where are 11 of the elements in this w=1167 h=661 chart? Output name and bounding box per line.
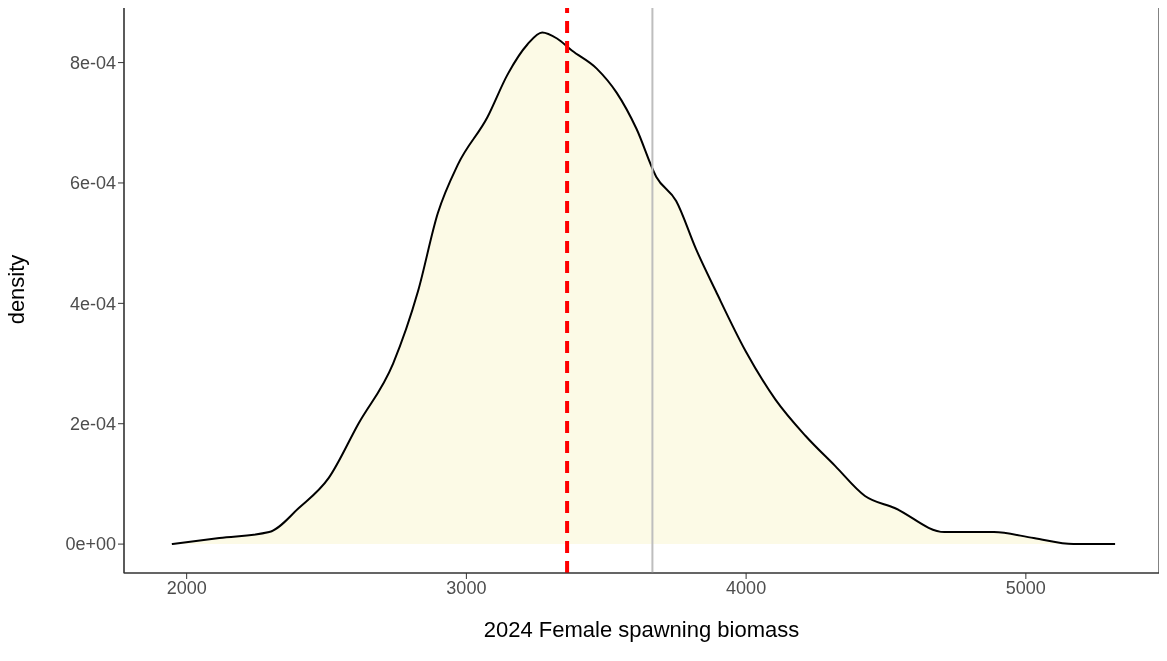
x-tick-label: 4000: [726, 577, 767, 598]
x-tick-label: 2000: [166, 577, 207, 598]
y-tick-label: 8e-04: [69, 52, 116, 73]
y-tick-label: 2e-04: [69, 414, 116, 435]
x-tick-label: 3000: [446, 577, 487, 598]
y-tick-label: 0e+00: [65, 534, 116, 555]
x-tick-label: 5000: [1005, 577, 1046, 598]
y-tick-label: 4e-04: [69, 293, 116, 314]
y-tick-label: 6e-04: [69, 173, 116, 194]
x-axis-title: 2024 Female spawning biomass: [483, 617, 800, 642]
y-axis-title: density: [3, 254, 29, 325]
